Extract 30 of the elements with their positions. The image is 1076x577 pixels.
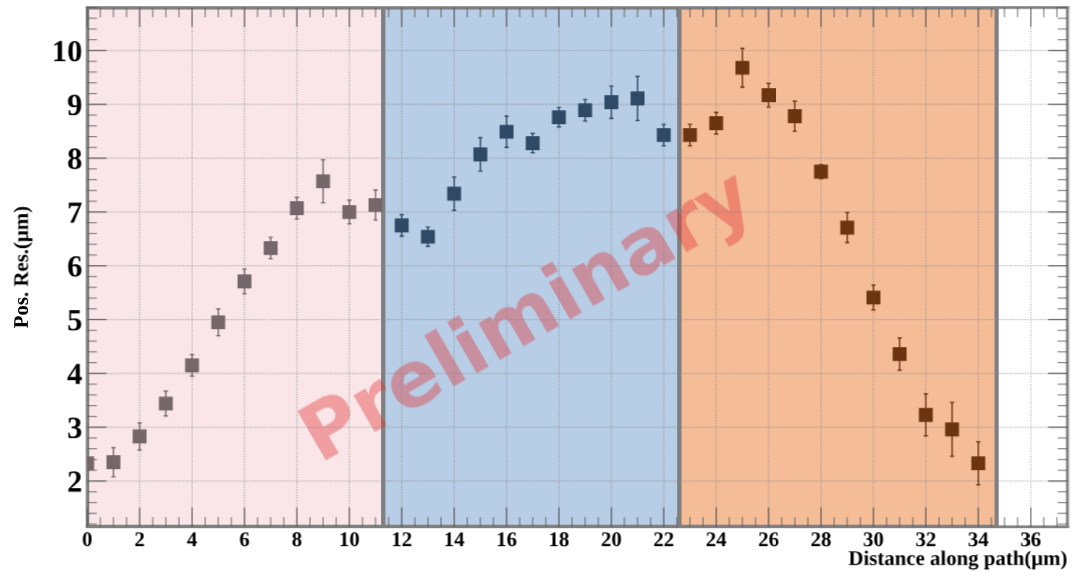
y-tick-label: 5 — [68, 310, 82, 331]
x-tick-label: 24 — [706, 532, 727, 547]
x-tick-label: 28 — [811, 532, 831, 547]
y-tick-label: 3 — [68, 417, 82, 439]
x-tick-label: 16 — [497, 532, 517, 547]
x-tick-label: 6 — [239, 532, 250, 547]
x-tick-label: 4 — [187, 532, 197, 547]
y-axis-title: Pos. Res.(μm) — [13, 206, 33, 328]
x-tick-label: 30 — [863, 532, 884, 547]
y-tick-label: 8 — [68, 148, 82, 170]
x-tick-label: 2 — [135, 532, 144, 547]
x-tick-label: 12 — [392, 532, 412, 547]
x-tick-label: 26 — [759, 532, 779, 547]
y-tick-label: 10 — [54, 40, 82, 62]
y-tick-label: 4 — [67, 363, 82, 385]
y-tick-label: 2 — [68, 471, 81, 492]
x-tick-label: 22 — [654, 532, 674, 547]
x-tick-label: 8 — [292, 532, 302, 547]
x-tick-label: 32 — [916, 532, 936, 547]
x-tick-label: 0 — [82, 532, 92, 547]
x-tick-label: 18 — [550, 532, 569, 547]
x-tick-label: 14 — [445, 532, 465, 547]
x-tick-label: 36 — [1021, 532, 1041, 547]
x-tick-label: 20 — [601, 532, 621, 547]
x-axis-title: Distance along path(μm) — [848, 550, 1067, 570]
y-tick-label: 6 — [68, 256, 82, 277]
x-tick-label: 34 — [968, 532, 989, 547]
x-tick-label: 10 — [340, 532, 359, 547]
y-tick-label: 7 — [68, 202, 82, 223]
y-tick-label: 9 — [67, 94, 82, 116]
